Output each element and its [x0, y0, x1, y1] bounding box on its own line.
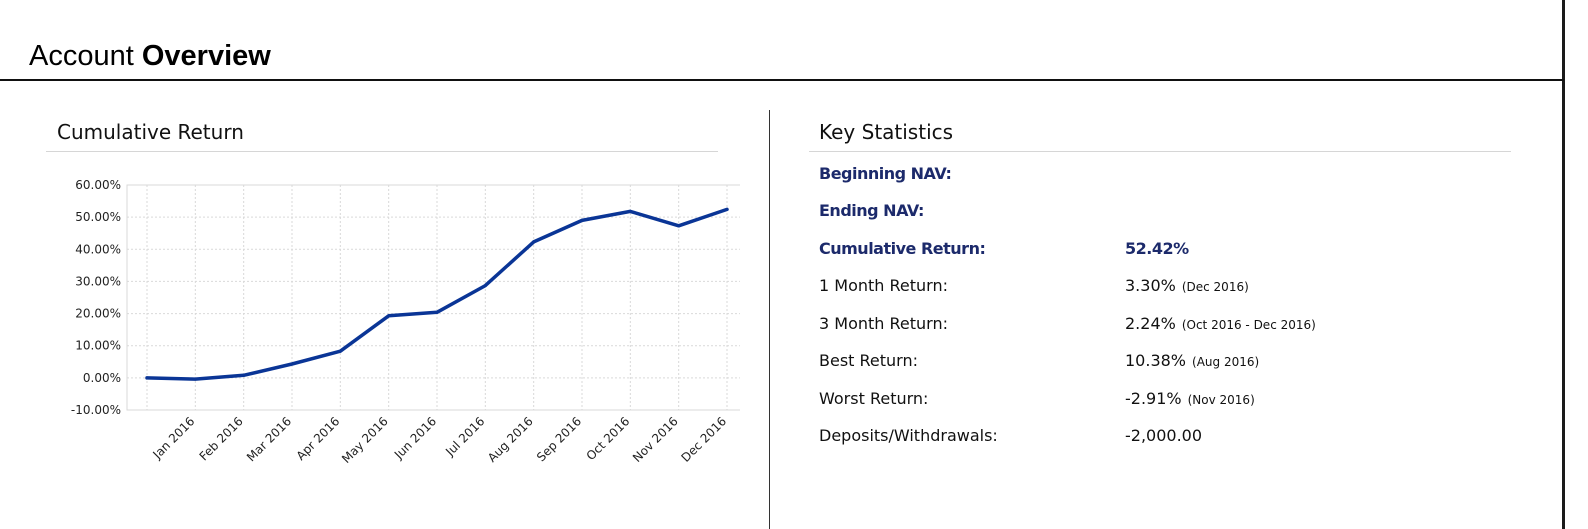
- x-tick-label: Apr 2016: [294, 414, 343, 463]
- data-point: [290, 362, 294, 366]
- data-point: [580, 218, 584, 222]
- page-title-prefix: Account: [29, 40, 134, 72]
- window-right-edge: [1562, 0, 1565, 529]
- stats-heading-rule: [809, 151, 1511, 152]
- stat-value: 3.30% (Dec 2016): [1125, 276, 1249, 295]
- stat-label: Best Return:: [819, 351, 918, 370]
- y-tick-label: 10.00%: [75, 339, 121, 353]
- chart-heading-rule: [46, 151, 718, 152]
- stat-value: -2.91% (Nov 2016): [1125, 389, 1255, 408]
- data-point: [387, 314, 391, 318]
- stat-value: [1125, 164, 1131, 183]
- x-tick-label: Aug 2016: [485, 414, 536, 465]
- stat-label: 1 Month Return:: [819, 276, 948, 295]
- y-tick-label: -10.00%: [71, 403, 121, 417]
- x-tick-label: Mar 2016: [244, 414, 294, 464]
- x-tick-label: May 2016: [339, 414, 391, 466]
- stat-label: Beginning NAV:: [819, 164, 952, 183]
- data-point: [532, 240, 536, 244]
- data-point: [145, 376, 149, 380]
- stat-label: Cumulative Return:: [819, 239, 986, 258]
- stat-label: Ending NAV:: [819, 201, 924, 220]
- y-tick-label: 50.00%: [75, 210, 121, 224]
- data-point: [193, 377, 197, 381]
- stat-row-1-month-return: 1 Month Return: 3.30% (Dec 2016): [819, 270, 1519, 300]
- data-point: [677, 224, 681, 228]
- cumulative-return-chart: -10.00% 0.00% 10.00% 20.00% 30.00% 40.00% 50.0…: [71, 178, 740, 466]
- stat-row-worst-return: Worst Return: -2.91% (Nov 2016): [819, 383, 1519, 413]
- stat-label: Deposits/Withdrawals:: [819, 426, 998, 445]
- stat-row-best-return: Best Return: 10.38% (Aug 2016): [819, 345, 1519, 375]
- x-tick-label: Feb 2016: [197, 414, 246, 463]
- data-point: [483, 284, 487, 288]
- stat-label: Worst Return:: [819, 389, 929, 408]
- page-title: Account Overview: [29, 40, 271, 73]
- x-tick-label: Jul 2016: [442, 414, 487, 459]
- stat-value: 52.42%: [1125, 239, 1189, 258]
- y-tick-label: 20.00%: [75, 307, 121, 321]
- data-point: [435, 310, 439, 314]
- cumulative-return-heading: Cumulative Return: [57, 120, 244, 144]
- x-tick-label: Dec 2016: [679, 414, 730, 465]
- y-tick-label: 60.00%: [75, 178, 121, 192]
- stat-value: [1125, 201, 1131, 220]
- page-title-bold: Overview: [141, 40, 271, 72]
- x-tick-label: Jan 2016: [149, 414, 197, 462]
- data-point: [725, 207, 729, 211]
- data-point: [628, 209, 632, 213]
- stat-period: (Oct 2016 - Dec 2016): [1181, 318, 1316, 332]
- stat-row-deposits-withdrawals: Deposits/Withdrawals: -2,000.00: [819, 420, 1519, 450]
- stat-period: (Dec 2016): [1181, 280, 1249, 294]
- data-point: [242, 373, 246, 377]
- stat-row-3-month-return: 3 Month Return: 2.24% (Oct 2016 - Dec 201…: [819, 308, 1519, 338]
- title-divider: [0, 79, 1564, 81]
- stat-row-beginning-nav: Beginning NAV:: [819, 158, 1519, 188]
- y-tick-label: 30.00%: [75, 274, 121, 288]
- stat-label: 3 Month Return:: [819, 314, 948, 333]
- x-tick-label: Sep 2016: [534, 414, 584, 464]
- stat-value: 10.38% (Aug 2016): [1125, 351, 1260, 370]
- stat-value: 2.24% (Oct 2016 - Dec 2016): [1125, 314, 1316, 333]
- stat-row-cumulative-return: Cumulative Return: 52.42%: [819, 233, 1519, 263]
- x-tick-label: Oct 2016: [584, 414, 633, 463]
- x-tick-label: Jun 2016: [391, 414, 439, 462]
- x-tick-label: Nov 2016: [630, 414, 681, 465]
- column-divider: [769, 110, 770, 529]
- stat-period: (Aug 2016): [1192, 355, 1260, 369]
- stat-value: -2,000.00: [1125, 426, 1203, 445]
- key-statistics-heading: Key Statistics: [819, 120, 954, 144]
- y-tick-label: 40.00%: [75, 242, 121, 256]
- stat-period: (Nov 2016): [1187, 393, 1255, 407]
- data-point: [338, 349, 342, 353]
- stat-row-ending-nav: Ending NAV:: [819, 195, 1519, 225]
- y-tick-label: 0.00%: [83, 371, 121, 385]
